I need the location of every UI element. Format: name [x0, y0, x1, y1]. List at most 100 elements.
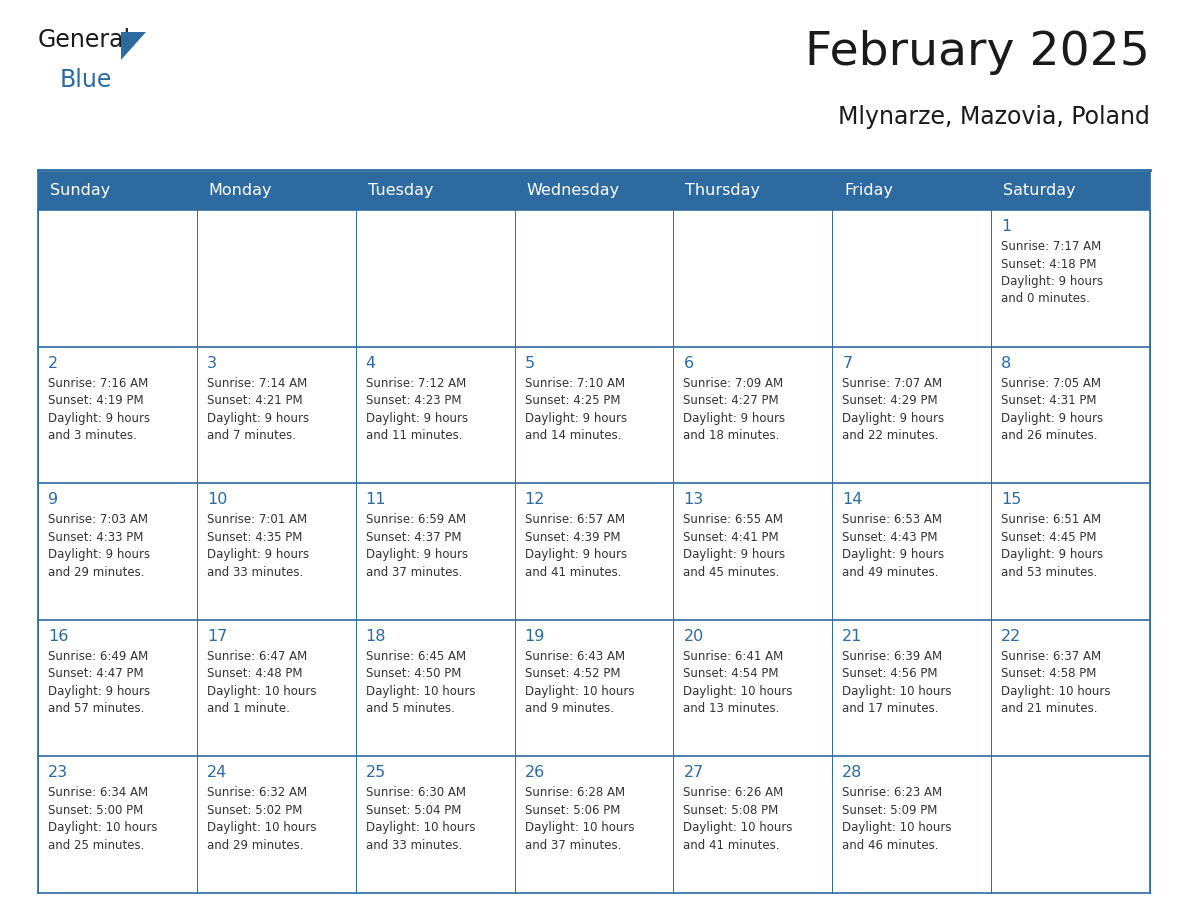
Text: 8: 8: [1001, 355, 1011, 371]
Text: 20: 20: [683, 629, 703, 644]
Bar: [991, 620, 1150, 756]
Bar: [833, 483, 991, 620]
Bar: [197, 210, 355, 347]
Text: Mlynarze, Mazovia, Poland: Mlynarze, Mazovia, Poland: [838, 105, 1150, 129]
Bar: [355, 483, 514, 620]
Bar: [991, 210, 1150, 347]
Text: Sunrise: 6:39 AM
Sunset: 4:56 PM
Daylight: 10 hours
and 17 minutes.: Sunrise: 6:39 AM Sunset: 4:56 PM Dayligh…: [842, 650, 952, 715]
Text: 28: 28: [842, 766, 862, 780]
Bar: [514, 756, 674, 893]
Bar: [674, 756, 833, 893]
Bar: [355, 172, 514, 210]
Text: February 2025: February 2025: [805, 30, 1150, 75]
Bar: [514, 347, 674, 483]
Text: 1: 1: [1001, 219, 1011, 234]
Text: Sunrise: 6:30 AM
Sunset: 5:04 PM
Daylight: 10 hours
and 33 minutes.: Sunrise: 6:30 AM Sunset: 5:04 PM Dayligh…: [366, 787, 475, 852]
Text: Sunrise: 7:14 AM
Sunset: 4:21 PM
Daylight: 9 hours
and 7 minutes.: Sunrise: 7:14 AM Sunset: 4:21 PM Dayligh…: [207, 376, 309, 442]
Text: 15: 15: [1001, 492, 1022, 508]
Text: Sunrise: 6:37 AM
Sunset: 4:58 PM
Daylight: 10 hours
and 21 minutes.: Sunrise: 6:37 AM Sunset: 4:58 PM Dayligh…: [1001, 650, 1111, 715]
Text: 6: 6: [683, 355, 694, 371]
Text: Sunrise: 6:57 AM
Sunset: 4:39 PM
Daylight: 9 hours
and 41 minutes.: Sunrise: 6:57 AM Sunset: 4:39 PM Dayligh…: [525, 513, 627, 578]
Bar: [674, 172, 833, 210]
Bar: [833, 347, 991, 483]
Bar: [38, 347, 197, 483]
Text: Sunrise: 6:55 AM
Sunset: 4:41 PM
Daylight: 9 hours
and 45 minutes.: Sunrise: 6:55 AM Sunset: 4:41 PM Dayligh…: [683, 513, 785, 578]
Bar: [197, 620, 355, 756]
Text: Sunrise: 7:05 AM
Sunset: 4:31 PM
Daylight: 9 hours
and 26 minutes.: Sunrise: 7:05 AM Sunset: 4:31 PM Dayligh…: [1001, 376, 1104, 442]
Text: Sunrise: 6:26 AM
Sunset: 5:08 PM
Daylight: 10 hours
and 41 minutes.: Sunrise: 6:26 AM Sunset: 5:08 PM Dayligh…: [683, 787, 792, 852]
Text: 12: 12: [525, 492, 545, 508]
Text: 14: 14: [842, 492, 862, 508]
Text: 22: 22: [1001, 629, 1022, 644]
Text: 19: 19: [525, 629, 545, 644]
Text: 27: 27: [683, 766, 703, 780]
Bar: [514, 210, 674, 347]
Text: Sunrise: 6:41 AM
Sunset: 4:54 PM
Daylight: 10 hours
and 13 minutes.: Sunrise: 6:41 AM Sunset: 4:54 PM Dayligh…: [683, 650, 792, 715]
Text: Sunrise: 7:03 AM
Sunset: 4:33 PM
Daylight: 9 hours
and 29 minutes.: Sunrise: 7:03 AM Sunset: 4:33 PM Dayligh…: [48, 513, 150, 578]
Text: Wednesday: Wednesday: [526, 184, 620, 198]
Bar: [355, 620, 514, 756]
Bar: [674, 347, 833, 483]
Bar: [674, 620, 833, 756]
Bar: [514, 483, 674, 620]
Bar: [991, 483, 1150, 620]
Text: Tuesday: Tuesday: [368, 184, 434, 198]
Bar: [197, 483, 355, 620]
Bar: [991, 756, 1150, 893]
Text: Thursday: Thursday: [685, 184, 760, 198]
Bar: [197, 756, 355, 893]
Text: Friday: Friday: [845, 184, 893, 198]
Text: 2: 2: [48, 355, 58, 371]
Text: 7: 7: [842, 355, 853, 371]
Text: Sunrise: 7:07 AM
Sunset: 4:29 PM
Daylight: 9 hours
and 22 minutes.: Sunrise: 7:07 AM Sunset: 4:29 PM Dayligh…: [842, 376, 944, 442]
Bar: [833, 172, 991, 210]
Bar: [355, 347, 514, 483]
Bar: [514, 620, 674, 756]
Bar: [38, 483, 197, 620]
Bar: [197, 347, 355, 483]
Text: Sunrise: 7:01 AM
Sunset: 4:35 PM
Daylight: 9 hours
and 33 minutes.: Sunrise: 7:01 AM Sunset: 4:35 PM Dayligh…: [207, 513, 309, 578]
Bar: [38, 210, 197, 347]
Text: Sunrise: 6:45 AM
Sunset: 4:50 PM
Daylight: 10 hours
and 5 minutes.: Sunrise: 6:45 AM Sunset: 4:50 PM Dayligh…: [366, 650, 475, 715]
Text: 23: 23: [48, 766, 68, 780]
Text: Sunrise: 6:59 AM
Sunset: 4:37 PM
Daylight: 9 hours
and 37 minutes.: Sunrise: 6:59 AM Sunset: 4:37 PM Dayligh…: [366, 513, 468, 578]
Text: 17: 17: [207, 629, 227, 644]
Text: 3: 3: [207, 355, 217, 371]
Text: General: General: [38, 28, 131, 52]
Text: Sunday: Sunday: [50, 184, 110, 198]
Bar: [833, 210, 991, 347]
Text: Sunrise: 6:51 AM
Sunset: 4:45 PM
Daylight: 9 hours
and 53 minutes.: Sunrise: 6:51 AM Sunset: 4:45 PM Dayligh…: [1001, 513, 1104, 578]
Bar: [38, 620, 197, 756]
Text: Monday: Monday: [209, 184, 272, 198]
Text: 26: 26: [525, 766, 545, 780]
Text: 24: 24: [207, 766, 227, 780]
Bar: [355, 210, 514, 347]
Text: 21: 21: [842, 629, 862, 644]
Bar: [833, 756, 991, 893]
Text: 5: 5: [525, 355, 535, 371]
Bar: [355, 756, 514, 893]
Bar: [197, 172, 355, 210]
Text: 16: 16: [48, 629, 69, 644]
Text: Blue: Blue: [61, 68, 113, 92]
Text: 9: 9: [48, 492, 58, 508]
Text: Sunrise: 6:32 AM
Sunset: 5:02 PM
Daylight: 10 hours
and 29 minutes.: Sunrise: 6:32 AM Sunset: 5:02 PM Dayligh…: [207, 787, 316, 852]
Text: Sunrise: 6:49 AM
Sunset: 4:47 PM
Daylight: 9 hours
and 57 minutes.: Sunrise: 6:49 AM Sunset: 4:47 PM Dayligh…: [48, 650, 150, 715]
Bar: [38, 172, 197, 210]
Text: Sunrise: 7:10 AM
Sunset: 4:25 PM
Daylight: 9 hours
and 14 minutes.: Sunrise: 7:10 AM Sunset: 4:25 PM Dayligh…: [525, 376, 627, 442]
Text: Sunrise: 6:53 AM
Sunset: 4:43 PM
Daylight: 9 hours
and 49 minutes.: Sunrise: 6:53 AM Sunset: 4:43 PM Dayligh…: [842, 513, 944, 578]
Text: 11: 11: [366, 492, 386, 508]
Bar: [514, 172, 674, 210]
Bar: [991, 347, 1150, 483]
Text: Sunrise: 7:12 AM
Sunset: 4:23 PM
Daylight: 9 hours
and 11 minutes.: Sunrise: 7:12 AM Sunset: 4:23 PM Dayligh…: [366, 376, 468, 442]
Text: Sunrise: 7:16 AM
Sunset: 4:19 PM
Daylight: 9 hours
and 3 minutes.: Sunrise: 7:16 AM Sunset: 4:19 PM Dayligh…: [48, 376, 150, 442]
Text: Sunrise: 6:34 AM
Sunset: 5:00 PM
Daylight: 10 hours
and 25 minutes.: Sunrise: 6:34 AM Sunset: 5:00 PM Dayligh…: [48, 787, 158, 852]
Text: 25: 25: [366, 766, 386, 780]
Text: Sunrise: 7:09 AM
Sunset: 4:27 PM
Daylight: 9 hours
and 18 minutes.: Sunrise: 7:09 AM Sunset: 4:27 PM Dayligh…: [683, 376, 785, 442]
Text: 18: 18: [366, 629, 386, 644]
Text: Saturday: Saturday: [1003, 184, 1076, 198]
Text: Sunrise: 7:17 AM
Sunset: 4:18 PM
Daylight: 9 hours
and 0 minutes.: Sunrise: 7:17 AM Sunset: 4:18 PM Dayligh…: [1001, 240, 1104, 306]
Text: Sunrise: 6:28 AM
Sunset: 5:06 PM
Daylight: 10 hours
and 37 minutes.: Sunrise: 6:28 AM Sunset: 5:06 PM Dayligh…: [525, 787, 634, 852]
Text: Sunrise: 6:23 AM
Sunset: 5:09 PM
Daylight: 10 hours
and 46 minutes.: Sunrise: 6:23 AM Sunset: 5:09 PM Dayligh…: [842, 787, 952, 852]
Text: 13: 13: [683, 492, 703, 508]
